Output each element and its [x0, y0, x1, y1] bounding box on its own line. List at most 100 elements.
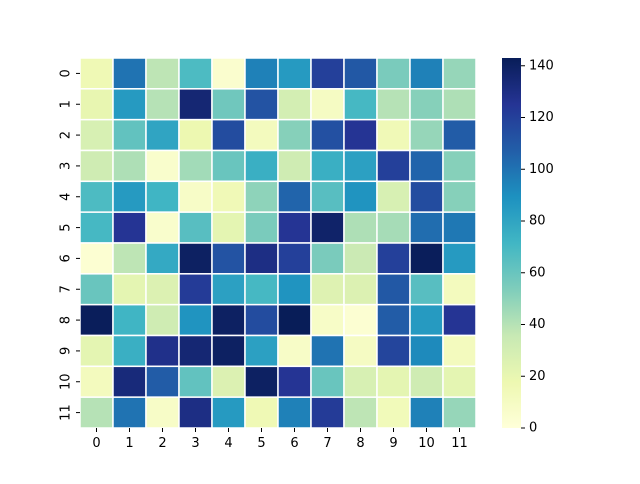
heatmap-cell	[79, 242, 114, 275]
heatmap-cell	[211, 334, 246, 368]
x-axis: 0 1 2 3 4 5 6 7 8 9 10 11	[92, 428, 468, 451]
heatmap-cell	[376, 273, 411, 306]
heatmap-cell	[376, 365, 411, 398]
heatmap-cell	[244, 334, 279, 368]
heatmap-cell	[277, 149, 312, 183]
heatmap-cell	[343, 396, 378, 429]
colorbar-gradient	[502, 58, 521, 428]
x-tick-label: 10	[418, 436, 435, 451]
heatmap-cell	[409, 149, 444, 183]
heatmap-cells	[79, 57, 477, 429]
heatmap-cell	[277, 365, 312, 398]
heatmap-cell	[211, 242, 246, 275]
heatmap-cell	[79, 88, 114, 121]
heatmap-cell	[145, 396, 180, 429]
heatmap-cell	[112, 211, 147, 244]
heatmap-cell	[79, 118, 114, 152]
heatmap-cell	[343, 180, 378, 213]
y-tick-label: 5	[59, 223, 74, 231]
heatmap-cell	[112, 303, 147, 337]
heatmap-cell	[442, 149, 477, 183]
heatmap-cell	[244, 118, 279, 152]
y-tick-label: 7	[59, 285, 74, 293]
heatmap-cell	[277, 211, 312, 244]
heatmap-cell	[277, 88, 312, 121]
heatmap-cell	[244, 273, 279, 306]
heatmap-cell	[79, 180, 114, 213]
heatmap-cell	[442, 334, 477, 368]
heatmap-cell	[112, 180, 147, 213]
x-tick-label: 4	[224, 436, 232, 451]
x-tick-label: 2	[158, 436, 166, 451]
heatmap-cell	[310, 242, 345, 275]
heatmap-cell	[409, 118, 444, 152]
heatmap-cell	[145, 303, 180, 337]
heatmap-cell	[178, 334, 213, 368]
heatmap-cell	[442, 211, 477, 244]
heatmap-cell	[145, 149, 180, 183]
heatmap-cell	[178, 180, 213, 213]
heatmap-cell	[442, 118, 477, 152]
heatmap-cell	[178, 211, 213, 244]
heatmap-cell	[409, 273, 444, 306]
heatmap-cell	[310, 365, 345, 398]
heatmap-cell	[442, 273, 477, 306]
heatmap-cell	[310, 118, 345, 152]
heatmap-cell	[178, 273, 213, 306]
heatmap-cell	[145, 118, 180, 152]
heatmap-cell	[376, 118, 411, 152]
heatmap-cell	[112, 118, 147, 152]
colorbar-tick-label: 40	[529, 317, 546, 332]
colorbar-tick-label: 60	[529, 265, 546, 280]
heatmap-cell	[112, 88, 147, 121]
y-tick-label: 4	[59, 193, 74, 201]
colorbar: 0 20 40 60 80 100 120 140	[502, 58, 554, 436]
heatmap-cell	[112, 273, 147, 306]
heatmap-cell	[211, 118, 246, 152]
x-tick-label: 0	[92, 436, 100, 451]
colorbar-tick-label: 20	[529, 369, 546, 384]
heatmap-cell	[376, 396, 411, 429]
heatmap-cell	[211, 273, 246, 306]
heatmap-cell	[343, 242, 378, 275]
heatmap-cell	[178, 303, 213, 337]
heatmap-cell	[442, 365, 477, 398]
heatmap-cell	[442, 396, 477, 429]
colorbar-tick-label: 80	[529, 214, 546, 229]
heatmap-cell	[79, 396, 114, 429]
heatmap-cell	[409, 365, 444, 398]
heatmap-cell	[145, 273, 180, 306]
heatmap-cell	[244, 365, 279, 398]
heatmap-cell	[376, 242, 411, 275]
heatmap-cell	[145, 88, 180, 121]
heatmap-cell	[343, 303, 378, 337]
heatmap-cell	[112, 149, 147, 183]
heatmap-cell	[244, 149, 279, 183]
y-tick-label: 11	[59, 404, 74, 421]
x-tick-label: 8	[356, 436, 364, 451]
heatmap-cell	[277, 242, 312, 275]
heatmap-cell	[112, 396, 147, 429]
colorbar-tick-label: 100	[529, 162, 554, 177]
heatmap-cell	[310, 211, 345, 244]
heatmap-cell	[409, 242, 444, 275]
y-tick-label: 2	[59, 131, 74, 139]
heatmap-cell	[376, 303, 411, 337]
y-tick-label: 1	[59, 100, 74, 108]
heatmap-cell	[277, 334, 312, 368]
heatmap-cell	[211, 303, 246, 337]
colorbar-tick-label: 120	[529, 110, 554, 125]
x-tick-label: 5	[257, 436, 265, 451]
heatmap-cell	[79, 365, 114, 398]
y-tick-label: 8	[59, 316, 74, 324]
heatmap-cell	[343, 211, 378, 244]
heatmap-cell	[310, 149, 345, 183]
heatmap-cell	[376, 180, 411, 213]
heatmap-cell	[409, 334, 444, 368]
heatmap-cell	[178, 88, 213, 121]
heatmap-cell	[112, 334, 147, 368]
heatmap-cell	[442, 88, 477, 121]
heatmap-cell	[178, 57, 213, 90]
y-axis: 0 1 2 3 4 5 6 7 8 9 10 11	[59, 69, 80, 421]
